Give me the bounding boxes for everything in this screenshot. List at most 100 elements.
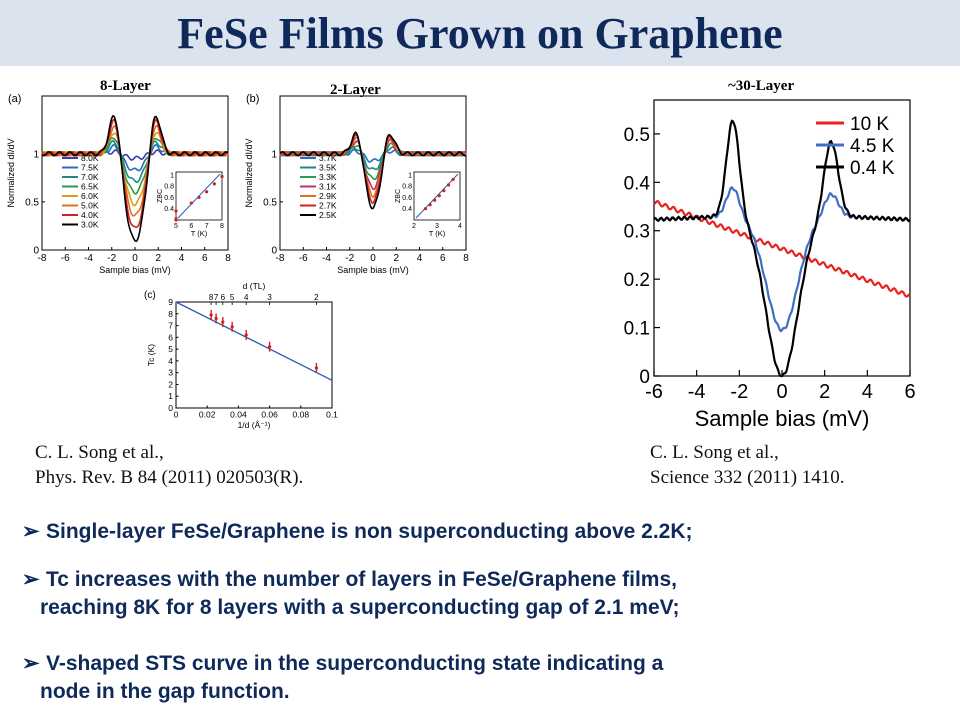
legend-label: 3.3K: [319, 172, 337, 182]
data-point: [221, 320, 225, 324]
data-point: [244, 333, 248, 337]
x-tick-label: -6: [61, 253, 70, 264]
x-tick-label: 2: [393, 253, 399, 264]
y-tick-label: 9: [168, 297, 173, 307]
legend-label: 6.5K: [81, 182, 99, 192]
y-tick-label: 0.5: [263, 197, 277, 208]
inset-data-point: [197, 195, 201, 200]
inset-y-tick-label: 0.8: [402, 184, 412, 191]
inset-fit-line: [415, 173, 459, 219]
series-line: [653, 119, 911, 378]
y-tick-label: 0.4: [624, 173, 651, 194]
citation-left: C. L. Song et al., Phys. Rev. B 84 (2011…: [35, 440, 303, 490]
data-point: [209, 313, 213, 317]
inset-data-point: [437, 194, 441, 198]
citation-right: C. L. Song et al., Science 332 (2011) 14…: [650, 440, 845, 490]
x-tick-label: -6: [299, 253, 308, 264]
data-point: [230, 325, 234, 329]
arrow-bullet-icon: ➢: [22, 652, 40, 675]
inset-data-point: [205, 190, 209, 194]
x-axis-label: 1/d (Å⁻¹): [238, 420, 271, 430]
inset-x-tick-label: 7: [205, 223, 209, 230]
plot-frame: [175, 301, 333, 409]
legend-label: 4.0K: [81, 210, 99, 220]
top-axis-label: d (TL): [243, 281, 266, 291]
y-tick-label: 7: [168, 321, 173, 331]
inset-data-point: [451, 177, 455, 181]
legend-label: 3.7K: [319, 153, 337, 163]
series-line: [653, 186, 911, 333]
y-tick-label: 0: [168, 403, 173, 413]
x-tick-label: 0.04: [230, 410, 247, 420]
inset-y-tick-label: 0.8: [164, 184, 174, 191]
x-tick-label: 6: [440, 253, 446, 264]
top-tick-label: 5: [230, 293, 235, 302]
y-tick-label: 0.3: [624, 222, 650, 243]
citation-right-line2: Science 332 (2011) 1410.: [650, 467, 845, 488]
y-axis-label: Normalized dI/dV: [244, 138, 254, 207]
inset-data-point: [428, 203, 432, 207]
x-tick-label: -2: [107, 253, 116, 264]
legend-label: 6.0K: [81, 191, 99, 201]
data-point: [214, 316, 218, 321]
x-tick-label: 0.1: [326, 410, 338, 420]
legend-label: 2.9K: [319, 191, 337, 201]
y-tick-label: 8: [168, 309, 173, 319]
inset-data-point: [442, 189, 446, 193]
x-tick-label: 4: [179, 253, 185, 264]
citation-left-line2: Phys. Rev. B 84 (2011) 020503(R).: [35, 467, 304, 488]
y-tick-label: 0.5: [624, 125, 650, 146]
x-tick-label: 0.08: [293, 410, 310, 420]
inset-y-tick-label: 0.6: [164, 195, 174, 202]
y-tick-label: 0.5: [25, 197, 39, 208]
top-tick-label: 7: [214, 293, 219, 302]
x-tick-label: 2: [819, 381, 830, 403]
legend-label: 0.4 K: [850, 158, 895, 179]
inset-y-tick-label: 0.4: [402, 206, 412, 213]
x-tick-label: -4: [322, 253, 331, 264]
top-tick-label: 6: [221, 293, 226, 302]
panel-label-8-layer: 8-Layer: [100, 78, 151, 94]
inset-x-tick-label: 3: [435, 223, 439, 230]
legend-label: 3.5K: [319, 163, 337, 173]
data-point: [268, 345, 272, 349]
y-tick-label: 1: [271, 149, 277, 160]
inset-x-tick-label: 6: [189, 223, 193, 230]
inset-y-label: ZBC: [157, 189, 164, 203]
bullet-2-text: Tc increases with the number of layers i…: [46, 568, 677, 591]
inset-x-tick-label: 2: [412, 223, 416, 230]
x-tick-label: 0.02: [199, 410, 216, 420]
y-tick-label: 4: [168, 356, 173, 366]
inset-data-point: [220, 174, 224, 179]
y-tick-label: 3: [168, 368, 173, 378]
y-tick-label: 1: [168, 391, 173, 401]
title-band: [0, 0, 960, 66]
top-tick-label: 3: [267, 293, 272, 302]
top-tick-label: 2: [314, 293, 319, 302]
inset-y-tick-label: 1: [408, 172, 412, 179]
x-axis-label: Sample bias (mV): [337, 265, 409, 275]
y-tick-label: 0: [639, 367, 650, 388]
x-tick-label: -4: [688, 381, 706, 403]
bullet-1: ➢ Single-layer FeSe/Graphene is non super…: [22, 518, 693, 546]
panel-label-30-layer: ~30-Layer: [728, 78, 795, 94]
x-axis-label: Sample bias (mV): [695, 406, 870, 431]
inset-y-tick-label: 0.6: [402, 195, 412, 202]
chart-b-2-layer: (b) -8 -6 -4 -2 0 2 4 6 8 0 0.5 1 Sample bias (mV) Nor…: [244, 93, 469, 275]
y-axis-label: Normalized dI/dV: [6, 138, 16, 207]
chart-a-8-layer: (a) -8 -6 -4 -2 0 2 4 6 8 0 0.5 1 Sample bias (mV) Nor…: [6, 93, 231, 275]
bullet-1-text: Single-layer FeSe/Graphene is non superc…: [46, 520, 693, 543]
x-axis-label: Sample bias (mV): [99, 265, 171, 275]
series-line: [41, 114, 229, 243]
data-point: [314, 366, 318, 370]
legend-label: 2.5K: [319, 210, 337, 220]
series-line: [653, 200, 911, 298]
legend-label: 4.5 K: [850, 136, 895, 157]
x-tick-label: 4: [417, 253, 423, 264]
inset-x-tick-label: 4: [458, 223, 462, 230]
bullet-3: ➢ V-shaped STS curve in the superconducti…: [22, 650, 663, 706]
inset-data-point: [446, 183, 451, 187]
x-tick-label: 8: [225, 253, 231, 264]
inset-x-label: T (K): [429, 229, 446, 238]
y-tick-label: 0: [271, 246, 277, 257]
